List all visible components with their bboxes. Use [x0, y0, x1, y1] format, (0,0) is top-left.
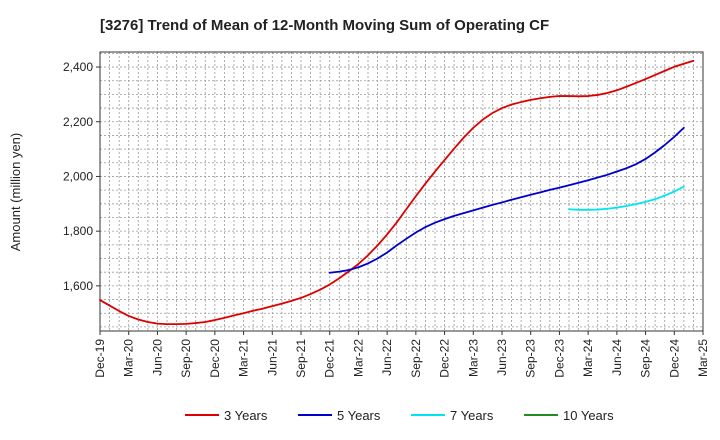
x-tick-label: Dec-22: [438, 339, 452, 378]
y-tick-label: 2,400: [63, 60, 93, 74]
x-tick-label: Sep-24: [639, 339, 653, 378]
x-tick-label: Jun-21: [265, 339, 279, 376]
y-axis: 1,600 1,800 2,000 2,200 2,400: [63, 60, 100, 293]
x-axis: Dec-19 Mar-20 Jun-20 Sep-20 Dec-20 Mar-21 Jun-…: [93, 331, 710, 378]
x-tick-label: Mar-24: [581, 339, 595, 377]
y-tick-label: 1,600: [63, 279, 93, 293]
x-tick-label: Mar-23: [466, 339, 480, 377]
legend-label-7-years: 7 Years: [450, 408, 494, 423]
series-line-5-years: [328, 126, 685, 274]
y-tick-label: 2,000: [63, 169, 93, 183]
y-axis-title: Amount (million yen): [8, 133, 23, 252]
x-tick-label: Sep-23: [524, 339, 538, 378]
legend-label-5-years: 5 Years: [337, 408, 381, 423]
plot-area: [99, 51, 704, 332]
x-tick-label: Mar-20: [122, 339, 136, 377]
x-tick-label: Mar-21: [237, 339, 251, 377]
y-tick-label: 1,800: [63, 224, 93, 238]
series-line-3-years: [99, 59, 695, 326]
x-tick-label: Dec-21: [323, 339, 337, 378]
legend-label-3-years: 3 Years: [224, 408, 268, 423]
x-tick-label: Sep-20: [179, 339, 193, 378]
legend: 3 Years 5 Years 7 Years 10 Years: [185, 408, 614, 423]
x-tick-label: Dec-24: [667, 339, 681, 378]
x-tick-label: Jun-20: [150, 339, 164, 376]
x-tick-label: Jun-24: [610, 339, 624, 376]
chart-title: [3276] Trend of Mean of 12-Month Moving …: [100, 17, 549, 34]
x-tick-label: Jun-22: [380, 339, 394, 376]
x-tick-label: Mar-22: [351, 339, 365, 377]
x-tick-label: Sep-21: [294, 339, 308, 378]
x-tick-label: Dec-20: [208, 339, 222, 378]
legend-label-10-years: 10 Years: [563, 408, 614, 423]
grid: [100, 52, 703, 331]
x-tick-label: Jun-23: [495, 339, 509, 376]
series-lines: [99, 59, 695, 326]
series-line-7-years: [568, 185, 685, 211]
x-tick-label: Dec-19: [93, 339, 107, 378]
x-tick-label: Mar-25: [696, 339, 710, 377]
x-tick-label: Sep-22: [409, 339, 423, 378]
y-tick-label: 2,200: [63, 115, 93, 129]
x-tick-label: Dec-23: [552, 339, 566, 378]
